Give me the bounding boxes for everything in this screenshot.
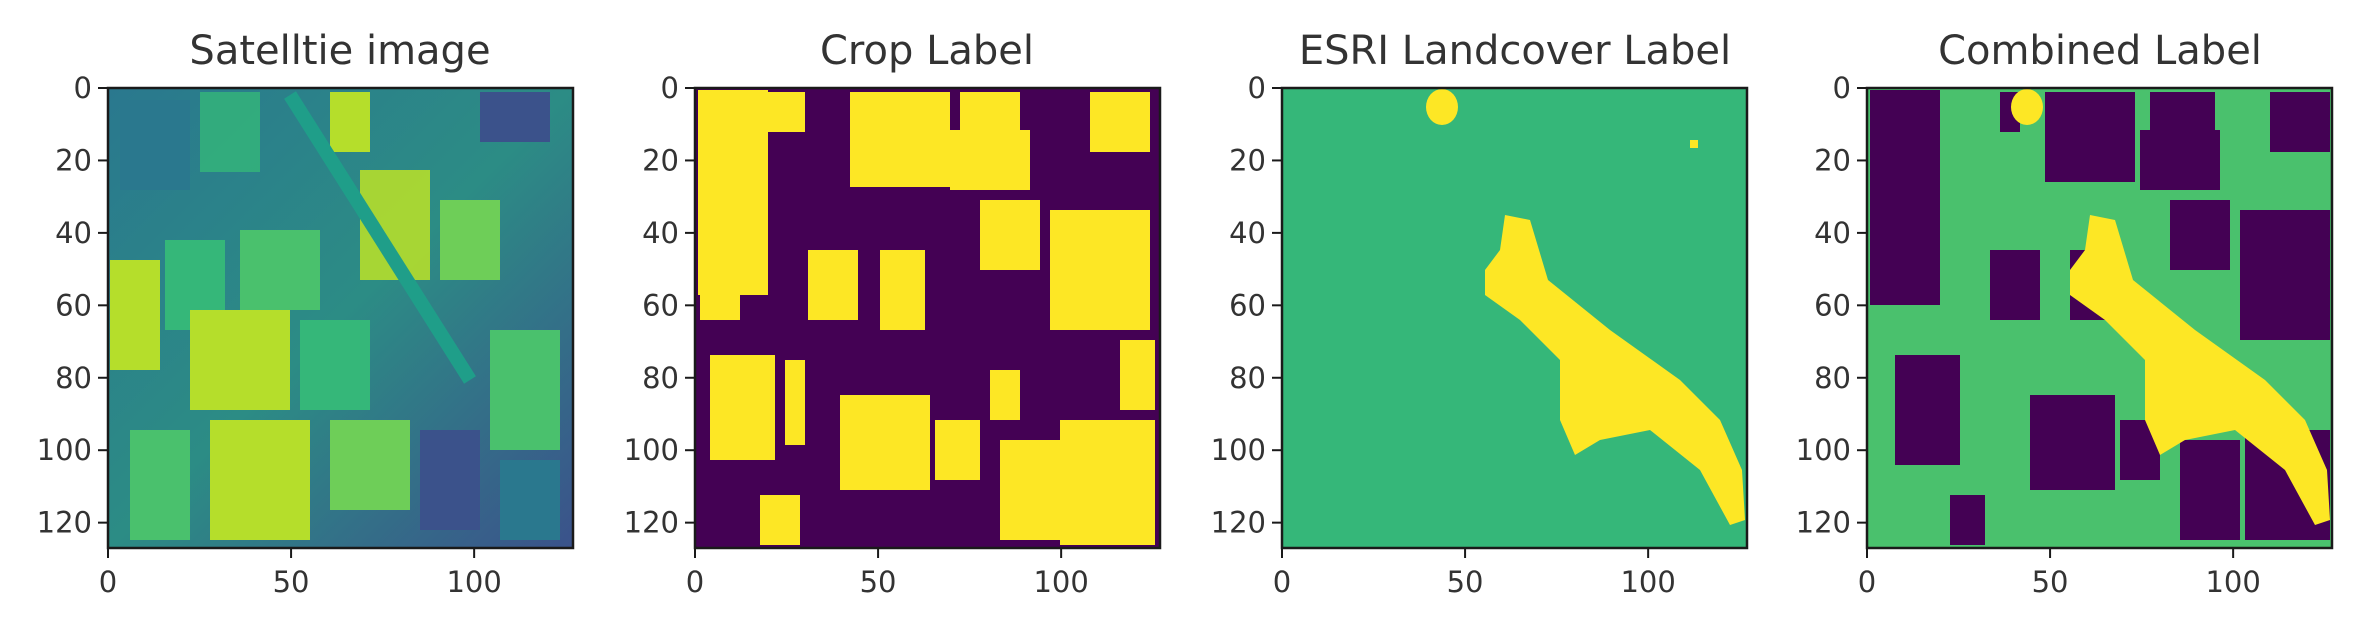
plot-frame xyxy=(1280,86,1749,550)
x-tick-label: 0 xyxy=(99,565,117,599)
panel-satellite: Satelltie image xyxy=(106,28,575,550)
y-tick-label: 80 xyxy=(642,361,679,395)
y-tick-label: 60 xyxy=(1229,288,1266,322)
y-tick-label: 20 xyxy=(1229,143,1266,177)
y-tick-label: 60 xyxy=(642,288,679,322)
x-tick-label: 0 xyxy=(1273,565,1291,599)
y-tick-label: 40 xyxy=(1229,216,1266,250)
y-tick-label: 100 xyxy=(37,433,92,467)
y-tick-label: 120 xyxy=(1211,506,1266,540)
y-tick-label: 80 xyxy=(1814,361,1851,395)
y-tick-label: 120 xyxy=(37,506,92,540)
heatmap-image xyxy=(695,88,1160,548)
y-tick-label: 80 xyxy=(1229,361,1266,395)
panel-title: ESRI Landcover Label xyxy=(1299,28,1731,74)
x-tick-label: 100 xyxy=(1033,565,1088,599)
plot-frame xyxy=(693,86,1162,550)
x-tick-label: 100 xyxy=(446,565,501,599)
x-tick-label: 50 xyxy=(1447,565,1484,599)
panel-title: Crop Label xyxy=(820,28,1034,74)
panel-crop-label: Crop Label xyxy=(693,28,1162,550)
y-tick-label: 100 xyxy=(1211,433,1266,467)
y-tick-label: 0 xyxy=(1833,71,1851,105)
y-tick-label: 40 xyxy=(55,216,92,250)
plot-frame xyxy=(1865,86,2334,550)
x-tick-label: 100 xyxy=(2205,565,2260,599)
panel-title: Combined Label xyxy=(1938,28,2262,74)
x-tick-label: 0 xyxy=(1858,565,1876,599)
y-tick-label: 60 xyxy=(55,288,92,322)
heatmap-image xyxy=(1867,88,2332,548)
panel-title: Satelltie image xyxy=(189,28,490,74)
y-tick-label: 100 xyxy=(1796,433,1851,467)
y-tick-label: 80 xyxy=(55,361,92,395)
y-tick-label: 100 xyxy=(624,433,679,467)
panel-esri-landcover: ESRI Landcover Label xyxy=(1280,28,1749,550)
panel-combined-label: Combined Label xyxy=(1865,28,2334,550)
y-tick-label: 0 xyxy=(661,71,679,105)
y-tick-label: 0 xyxy=(1248,71,1266,105)
x-tick-label: 0 xyxy=(686,565,704,599)
x-tick-label: 50 xyxy=(2032,565,2069,599)
x-tick-label: 50 xyxy=(860,565,897,599)
y-tick-label: 20 xyxy=(642,143,679,177)
y-tick-label: 120 xyxy=(624,506,679,540)
y-tick-label: 0 xyxy=(74,71,92,105)
plot-frame xyxy=(106,86,575,550)
x-tick-label: 50 xyxy=(273,565,310,599)
heatmap-image xyxy=(1282,88,1747,548)
y-tick-label: 120 xyxy=(1796,506,1851,540)
y-tick-label: 60 xyxy=(1814,288,1851,322)
heatmap-image xyxy=(108,88,573,548)
y-tick-label: 40 xyxy=(1814,216,1851,250)
y-tick-label: 20 xyxy=(1814,143,1851,177)
x-tick-label: 100 xyxy=(1620,565,1675,599)
y-tick-label: 40 xyxy=(642,216,679,250)
y-tick-label: 20 xyxy=(55,143,92,177)
